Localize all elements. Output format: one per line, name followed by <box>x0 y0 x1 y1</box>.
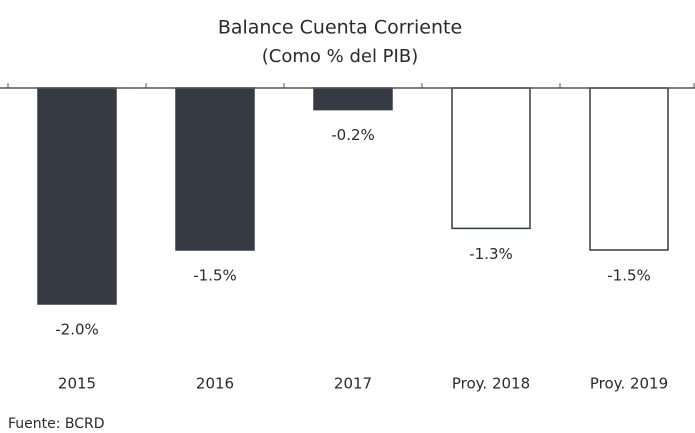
bar <box>175 87 255 251</box>
x-tick-label: Proy. 2018 <box>452 375 530 393</box>
bar <box>589 87 669 251</box>
x-tick-label: Proy. 2019 <box>590 375 668 393</box>
data-label: -1.3% <box>469 245 513 263</box>
chart-title: Balance Cuenta Corriente <box>218 17 462 39</box>
bar <box>313 87 393 111</box>
source-note: Fuente: BCRD <box>8 416 105 432</box>
data-label: -1.5% <box>193 267 237 285</box>
chart-subtitle: (Como % del PIB) <box>262 46 418 67</box>
bar <box>451 87 531 230</box>
x-tick-label: 2015 <box>58 375 96 393</box>
data-label: -2.0% <box>55 321 99 339</box>
bar <box>37 87 117 305</box>
data-label: -1.5% <box>607 267 651 285</box>
x-tick-label: 2016 <box>196 375 234 393</box>
data-label: -0.2% <box>331 126 375 144</box>
x-tick-label: 2017 <box>334 375 372 393</box>
